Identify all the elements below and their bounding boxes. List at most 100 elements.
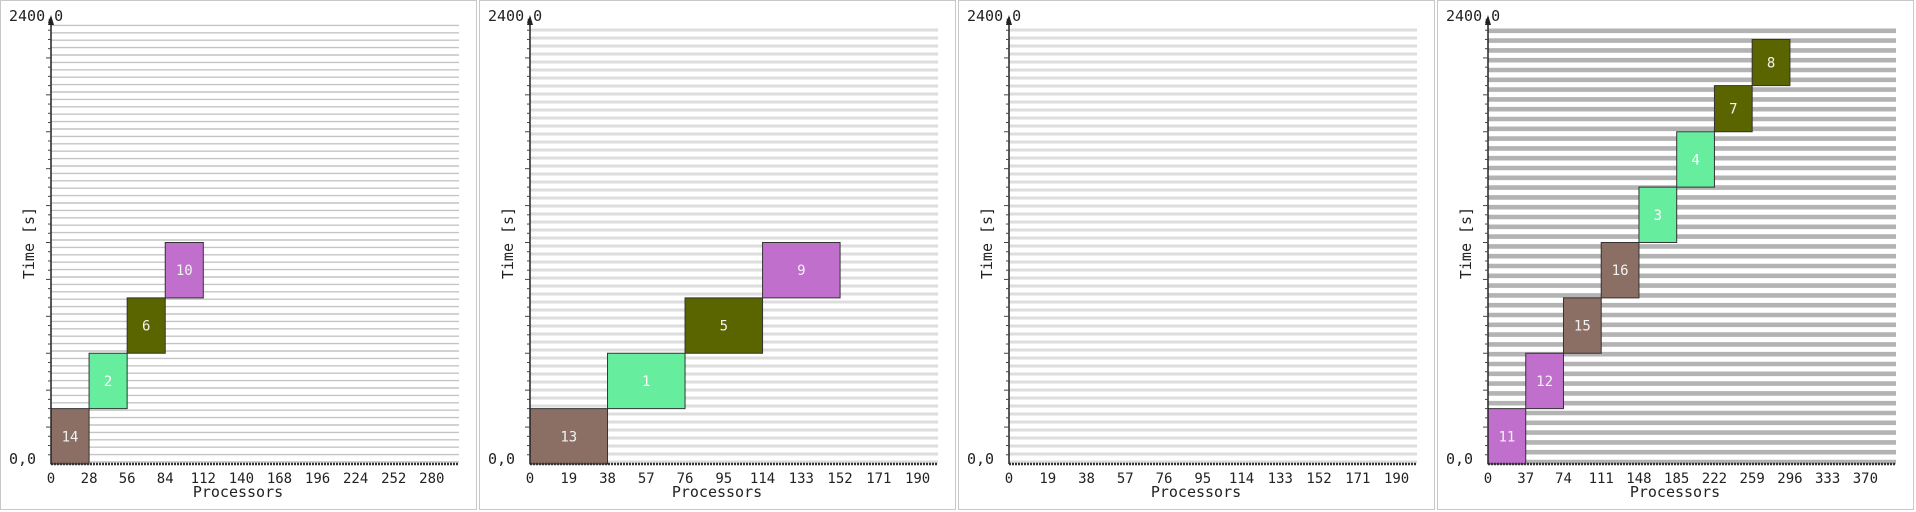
task-label: 2 xyxy=(104,374,112,390)
x-tick-label: 19 xyxy=(1039,471,1056,487)
y-axis-arrow xyxy=(48,15,54,25)
task-bar xyxy=(126,297,166,354)
grid-lines xyxy=(1488,28,1896,465)
x-tick-label: 38 xyxy=(1078,471,1095,487)
y-axis-arrow xyxy=(1006,15,1012,25)
x-tick-label: 84 xyxy=(157,471,174,487)
grid-lines xyxy=(1009,28,1417,464)
x-tick-label: 196 xyxy=(305,471,330,487)
y-axis-title: Time [s] xyxy=(978,207,996,279)
task-bar xyxy=(1713,85,1753,133)
y-min-label: 0,0 xyxy=(9,450,36,468)
x-tick-label: 252 xyxy=(381,471,406,487)
y-max-label: 2400,0 xyxy=(9,7,63,25)
task-label: 14 xyxy=(62,429,79,445)
task-label: 4 xyxy=(1691,152,1699,168)
task-bar xyxy=(1638,186,1678,243)
x-tick-label: 0 xyxy=(526,471,534,487)
task-bar xyxy=(164,242,204,299)
task-label: 10 xyxy=(176,263,193,279)
task-label: 5 xyxy=(720,319,728,335)
chart-svg: 14 2 6 10 0 28 56 84 112 140 168 196 224 252 280 0,0 240… xyxy=(9,7,459,501)
task-bar xyxy=(88,352,128,410)
x-tick-label: 0 xyxy=(47,471,55,487)
x-tick-label: 333 xyxy=(1815,471,1840,487)
x-tick-label: 171 xyxy=(866,471,891,487)
y-axis-title: Time [s] xyxy=(20,207,38,279)
task-label: 8 xyxy=(1767,56,1775,72)
task-label: 3 xyxy=(1654,208,1662,224)
y-max-label: 2400,0 xyxy=(1446,7,1500,25)
x-tick-label: 171 xyxy=(1345,471,1370,487)
x-tick-label: 0 xyxy=(1005,471,1013,487)
chart-svg: 13 1 5 9 0 19 38 57 76 95 114 133 152 171 190 0,0 2400,0… xyxy=(488,7,938,501)
chart-panel-3: 0 19 38 57 76 95 114 133 152 171 190 0,0 2400,0 Proce… xyxy=(958,0,1435,510)
x-tick-label: 190 xyxy=(905,471,930,487)
x-tick-label: 38 xyxy=(599,471,616,487)
x-tick-label: 224 xyxy=(343,471,368,487)
x-tick-label: 259 xyxy=(1740,471,1765,487)
x-tick-label: 28 xyxy=(81,471,98,487)
x-tick-label: 0 xyxy=(1484,471,1492,487)
task-label: 13 xyxy=(560,429,577,445)
x-tick-label: 370 xyxy=(1853,471,1878,487)
x-tick-label: 114 xyxy=(1229,471,1254,487)
task-bar xyxy=(762,242,841,299)
x-axis-title: Processors xyxy=(193,483,283,501)
task-label: 16 xyxy=(1612,263,1629,279)
task-label: 15 xyxy=(1574,319,1591,335)
task-label: 6 xyxy=(142,319,150,335)
x-tick-label: 57 xyxy=(1117,471,1134,487)
y-max-label: 2400,0 xyxy=(488,7,542,25)
x-tick-label: 222 xyxy=(1702,471,1727,487)
x-tick-label: 185 xyxy=(1664,471,1689,487)
chart-panel-2: 13 1 5 9 0 19 38 57 76 95 114 133 152 171 190 0,0 2400,0… xyxy=(479,0,956,510)
x-tick-label: 57 xyxy=(638,471,655,487)
y-axis-arrow xyxy=(1485,15,1491,25)
task-bar xyxy=(1525,352,1564,410)
x-tick-label: 76 xyxy=(1156,471,1173,487)
x-tick-label: 152 xyxy=(827,471,852,487)
task-bar xyxy=(1751,38,1791,87)
y-axis-title: Time [s] xyxy=(499,207,517,279)
x-tick-label: 280 xyxy=(419,471,444,487)
x-tick-label: 133 xyxy=(789,471,814,487)
x-tick-label: 168 xyxy=(267,471,292,487)
x-tick-label: 95 xyxy=(715,471,732,487)
task-label: 11 xyxy=(1498,429,1515,445)
task-bar xyxy=(1562,297,1602,354)
chart-panel-4: 11 12 15 16 3 4 7 8 0 37 74 111 148 185 222 259 296 333 37… xyxy=(1437,0,1914,510)
x-tick-label: 152 xyxy=(1306,471,1331,487)
x-axis-title: Processors xyxy=(672,483,762,501)
x-axis-title: Processors xyxy=(1151,483,1241,501)
y-axis-title: Time [s] xyxy=(1457,207,1475,279)
x-tick-label: 76 xyxy=(677,471,694,487)
task-bar xyxy=(1676,131,1715,188)
task-bar xyxy=(1600,242,1640,299)
x-tick-label: 111 xyxy=(1589,471,1614,487)
x-tick-label: 190 xyxy=(1384,471,1409,487)
x-tick-label: 74 xyxy=(1555,471,1572,487)
task-label: 7 xyxy=(1729,102,1737,118)
task-bar xyxy=(684,297,764,354)
y-min-label: 0,0 xyxy=(967,450,994,468)
grid-lines xyxy=(530,28,938,464)
x-tick-label: 140 xyxy=(229,471,254,487)
x-tick-label: 133 xyxy=(1268,471,1293,487)
task-label: 9 xyxy=(797,263,805,279)
x-tick-label: 37 xyxy=(1517,471,1534,487)
chart-svg: 11 12 15 16 3 4 7 8 0 37 74 111 148 185 222 259 296 333 37… xyxy=(1446,7,1896,501)
task-bar xyxy=(607,352,686,410)
x-tick-label: 19 xyxy=(560,471,577,487)
x-tick-label: 56 xyxy=(119,471,136,487)
y-min-label: 0,0 xyxy=(488,450,515,468)
y-min-label: 0,0 xyxy=(1446,450,1473,468)
y-axis-arrow xyxy=(527,15,533,25)
task-label: 12 xyxy=(1536,374,1553,390)
chart-svg: 0 19 38 57 76 95 114 133 152 171 190 0,0 2400,0 Proce… xyxy=(967,7,1417,501)
x-tick-label: 114 xyxy=(750,471,775,487)
chart-panel-1: 14 2 6 10 0 28 56 84 112 140 168 196 224 252 280 0,0 240… xyxy=(0,0,477,510)
task-label: 1 xyxy=(642,374,650,390)
x-tick-label: 112 xyxy=(191,471,216,487)
y-max-label: 2400,0 xyxy=(967,7,1021,25)
